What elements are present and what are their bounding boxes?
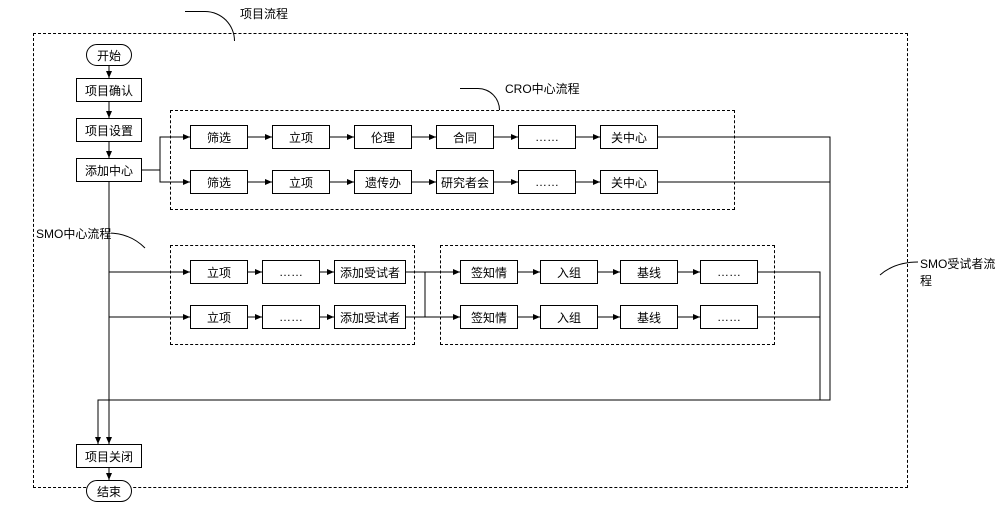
smo-center-label: SMO中心流程 <box>36 225 111 242</box>
cro-r1-0: 筛选 <box>190 125 248 149</box>
smo-c-r2-2: 添加受试者 <box>334 305 406 329</box>
node-proj-confirm: 项目确认 <box>76 78 142 102</box>
smo-s-r2-2: 基线 <box>620 305 678 329</box>
smo-s-r1-0: 签知情 <box>460 260 518 284</box>
smo-c-r1-2: 添加受试者 <box>334 260 406 284</box>
cro-r1-3: 合同 <box>436 125 494 149</box>
title-label: 项目流程 <box>240 5 288 22</box>
smo-s-r2-3: …… <box>700 305 758 329</box>
smo-c-r1-0: 立项 <box>190 260 248 284</box>
cro-label: CRO中心流程 <box>505 80 580 97</box>
smo-s-r2-1: 入组 <box>540 305 598 329</box>
smo-subj-label: SMO受试者流程 <box>920 255 1000 289</box>
cro-r1-1: 立项 <box>272 125 330 149</box>
start-terminal: 开始 <box>86 44 132 66</box>
title-curve <box>185 11 235 41</box>
smo-c-r1-1: …… <box>262 260 320 284</box>
node-proj-close: 项目关闭 <box>76 444 142 468</box>
cro-r2-1: 立项 <box>272 170 330 194</box>
smo-c-r2-1: …… <box>262 305 320 329</box>
smo-s-r2-0: 签知情 <box>460 305 518 329</box>
cro-r1-5: 关中心 <box>600 125 658 149</box>
cro-r1-4: …… <box>518 125 576 149</box>
cro-r1-2: 伦理 <box>354 125 412 149</box>
smo-s-r1-1: 入组 <box>540 260 598 284</box>
node-proj-settings: 项目设置 <box>76 118 142 142</box>
end-terminal: 结束 <box>86 480 132 502</box>
cro-r2-2: 遗传办 <box>354 170 412 194</box>
smo-c-r2-0: 立项 <box>190 305 248 329</box>
smo-s-r1-3: …… <box>700 260 758 284</box>
cro-r2-0: 筛选 <box>190 170 248 194</box>
cro-r2-3: 研究者会 <box>436 170 494 194</box>
cro-r2-4: …… <box>518 170 576 194</box>
smo-s-r1-2: 基线 <box>620 260 678 284</box>
node-add-center: 添加中心 <box>76 158 142 182</box>
cro-r2-5: 关中心 <box>600 170 658 194</box>
